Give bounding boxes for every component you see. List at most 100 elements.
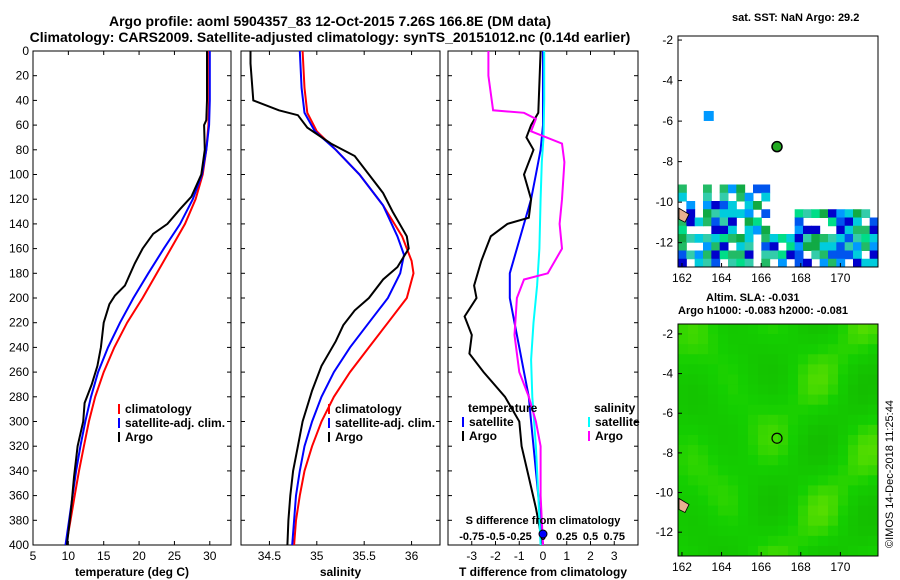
sst-map-cell [678, 217, 687, 227]
sla-map-cell [798, 404, 809, 416]
sla-map-cell [818, 334, 829, 345]
sla-map-cell [788, 374, 799, 386]
sla-map-cell [678, 324, 689, 335]
sst-map-cell [811, 225, 821, 235]
sla-map-cell [848, 495, 859, 507]
sla-map-cell [798, 545, 809, 557]
sst-map-cell [844, 217, 854, 227]
depth-tick-label: 60 [16, 118, 30, 132]
difference-xtick-label: 0 [540, 549, 547, 563]
sst-map-cell [736, 192, 746, 202]
sst-map-cell [744, 225, 754, 235]
depth-tick-label: 220 [9, 316, 29, 330]
temperature-xtick-label: 25 [168, 549, 182, 563]
sla-map-cell [698, 445, 709, 456]
sla-map-cell [678, 364, 689, 375]
sst-map-cell [753, 201, 762, 210]
sla-map-cell [748, 535, 759, 547]
temperature-series-argo [65, 51, 208, 546]
sla-map-cell [758, 445, 769, 456]
difference-x2label: S difference from climatology [466, 515, 622, 527]
sla-map-cell [718, 525, 729, 537]
sla-map-cell [708, 344, 719, 355]
sst-map-cell [719, 201, 729, 210]
sla-map-cell [748, 364, 759, 375]
sla-map-cell [798, 344, 809, 355]
sla-map-cell [698, 485, 709, 496]
sla-map-cell [838, 485, 849, 496]
sst-map-cell [678, 184, 687, 194]
sla-map-cell [688, 414, 699, 426]
depth-tick-label: 40 [16, 93, 30, 107]
sla-map-ytick-label: -8 [662, 446, 673, 460]
sst-map-cell [728, 234, 737, 243]
sla-map-xtick-label: 170 [830, 560, 850, 574]
sla-map-cell [678, 394, 689, 406]
sla-map-cell [768, 394, 779, 406]
sla-map-cell [838, 545, 849, 557]
sla-map-xtick-label: 162 [672, 560, 692, 574]
sla-map-cell [848, 414, 859, 426]
sla-map-cell [808, 465, 819, 476]
temperature-axes-box [32, 50, 232, 546]
sst-map-cell [744, 201, 754, 210]
sla-map-cell [768, 515, 779, 527]
sla-map-cell [818, 495, 829, 507]
sla-map-cell [718, 495, 729, 507]
sst-map-cell [736, 184, 746, 194]
sla-map-cell [838, 525, 849, 537]
sst-map-cell [694, 217, 704, 227]
sla-map-cell [828, 455, 839, 466]
sla-map-cell [698, 384, 709, 396]
sla-map-cell [848, 455, 859, 466]
sst-map-cell [703, 209, 712, 218]
sla-map-cell [688, 424, 699, 436]
sla-map-cell [848, 434, 859, 446]
sla-map-cell [748, 465, 759, 476]
sla-map-cell [778, 445, 789, 456]
sst-map-cell [753, 225, 762, 235]
sla-map-cell [738, 445, 749, 456]
temperature-legend-label: Argo [125, 430, 153, 444]
sla-map-cell [728, 394, 739, 406]
sla-map-cell [818, 475, 829, 486]
sla-map-cell [698, 515, 709, 527]
sla-map-cell [818, 404, 829, 416]
sst-map-cell [861, 258, 871, 268]
sla-map-cell [828, 354, 839, 365]
sla-map-cell [678, 414, 689, 426]
sla-map-cell [738, 535, 749, 547]
sla-map-cell [748, 404, 759, 416]
depth-tick-label: 20 [16, 69, 30, 83]
sla-map-cell [718, 485, 729, 496]
sla-map-cell [738, 404, 749, 416]
sla-map-cell [758, 515, 769, 527]
sla-map-cell [708, 394, 719, 406]
sst-map-cell [794, 234, 804, 243]
sla-map-cell [788, 475, 799, 486]
sla-map-cell [728, 434, 739, 446]
sst-map-cell [844, 250, 854, 260]
sst-map-cell [744, 250, 754, 260]
sla-map-cell [738, 394, 749, 406]
sst-map-land [678, 207, 690, 223]
sla-map-cell [738, 545, 749, 557]
sla-map-cell [868, 525, 879, 537]
sla-map-cell [718, 374, 729, 386]
sla-map-cell [698, 465, 709, 476]
sst-map-cell [728, 225, 737, 235]
sla-map-cell [778, 455, 789, 466]
sla-map-cell [838, 404, 849, 416]
difference-xtick-label: 3 [611, 549, 618, 563]
sla-map-title-1: Altim. SLA: -0.031 [706, 292, 800, 304]
sla-map-cell [678, 344, 689, 355]
sla-map-cell [808, 334, 819, 345]
sla-map-cell [768, 455, 779, 466]
sla-map-cell [748, 384, 759, 396]
sla-map-ytick-label: -12 [656, 525, 674, 539]
sla-map-cell [848, 334, 859, 345]
sla-map-cell [848, 344, 859, 355]
sla-map-cell [858, 424, 869, 436]
sst-map-cell [703, 242, 712, 251]
sla-map-cell [868, 515, 879, 527]
